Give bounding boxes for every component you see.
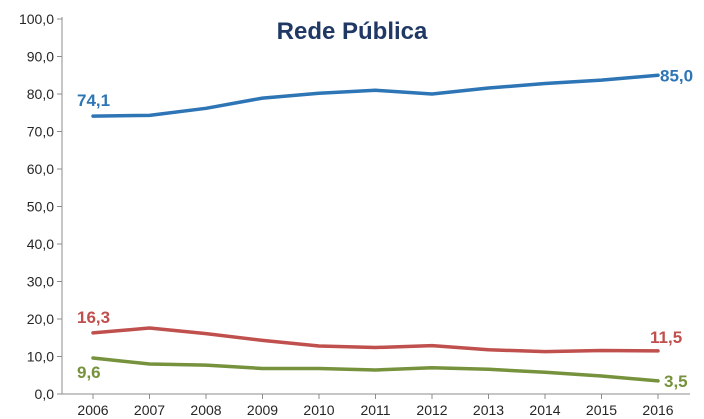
x-tick-label: 2006 [77,402,108,418]
x-tick-label: 2011 [360,402,390,418]
x-tick-label: 2008 [190,402,221,418]
data-label: 9,6 [77,363,101,382]
data-label: 85,0 [660,66,693,85]
y-tick-label: 70,0 [27,124,54,140]
y-tick-label: 20,0 [27,311,54,327]
y-tick-label: 40,0 [27,236,54,252]
data-label: 16,3 [77,308,110,327]
y-tick-label: 50,0 [27,199,54,215]
x-tick-label: 2007 [134,402,165,418]
y-tick-label: 0,0 [35,386,55,402]
x-tick-label: 2010 [303,402,334,418]
x-tick-label: 2012 [416,402,447,418]
data-label: 3,5 [664,372,688,391]
series-line [91,356,660,383]
chart-title: Rede Pública [276,18,428,45]
data-label: 74,1 [77,91,110,110]
x-tick-label: 2009 [247,402,278,418]
x-tick-label: 2016 [642,402,673,418]
y-tick-label: 60,0 [27,161,54,177]
x-tick-label: 2013 [473,402,504,418]
x-tick-label: 2014 [529,402,560,418]
data-label: 11,5 [650,328,682,347]
y-tick-label: 100,0 [19,11,54,27]
y-tick-label: 10,0 [27,349,54,365]
series-line [91,73,660,118]
y-tick-label: 80,0 [27,86,54,102]
y-tick-label: 90,0 [27,49,54,65]
x-tick-label: 2015 [586,402,617,418]
y-tick-label: 30,0 [27,274,54,290]
series-line [91,326,660,354]
